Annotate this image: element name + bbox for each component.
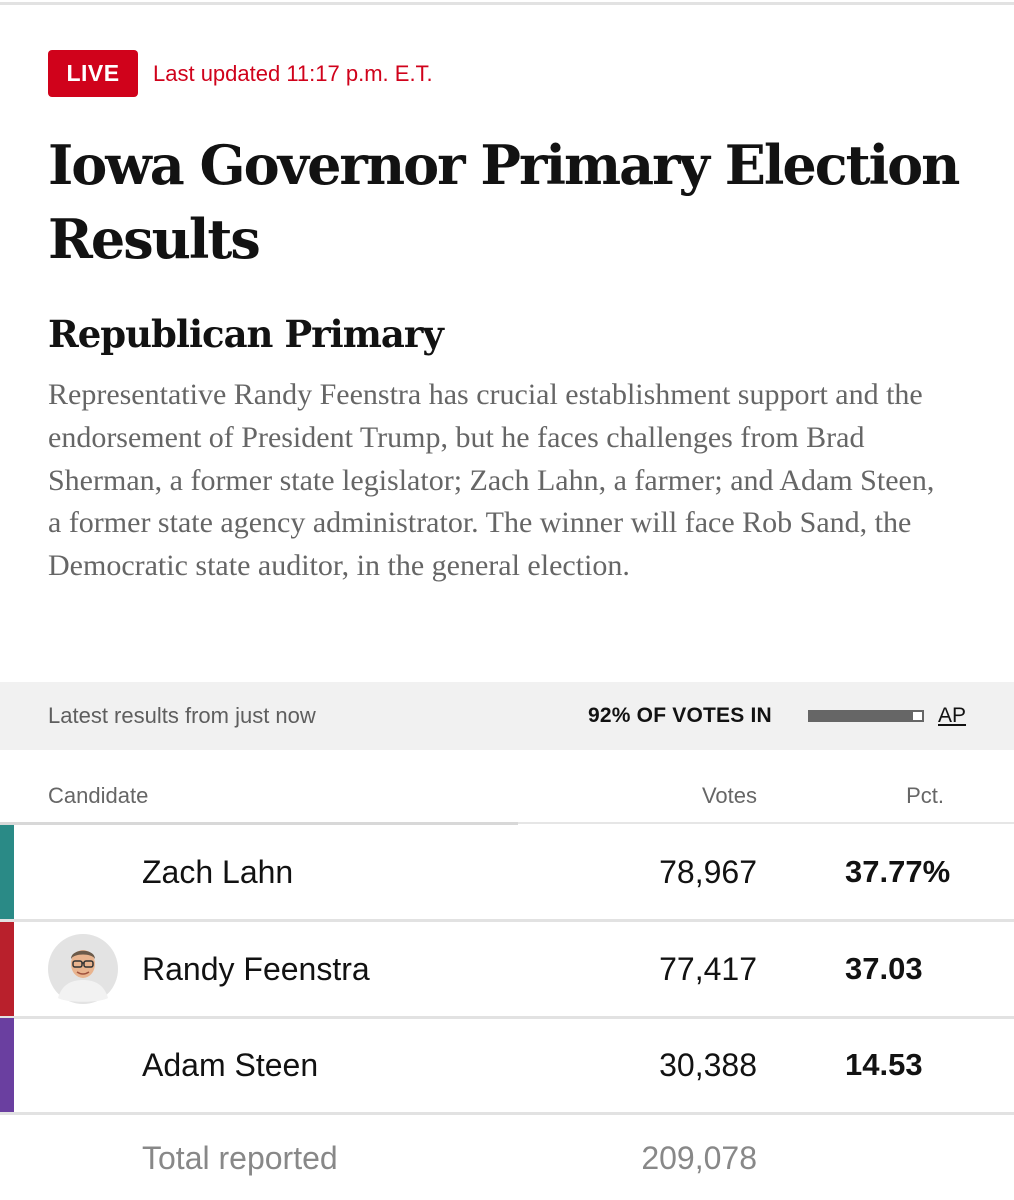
- candidate-pct: 37.77%: [845, 854, 951, 889]
- table-header-divider: [0, 822, 518, 825]
- table-row: Adam Steen 30,388 14.53: [0, 1018, 1014, 1115]
- source-link[interactable]: AP: [938, 704, 967, 727]
- row-divider: [0, 919, 1014, 922]
- total-reported-votes: 209,078: [641, 1140, 757, 1176]
- candidate-votes: 78,967: [659, 854, 757, 890]
- table-row: Zach Lahn 78,967 37.77%: [0, 825, 1014, 922]
- table-row: Randy Feenstra 77,417 37.03: [0, 922, 1014, 1019]
- votes-in-progress-bar: [808, 710, 924, 722]
- candidate-votes: 30,388: [659, 1047, 757, 1083]
- candidate-avatar: [48, 934, 118, 1004]
- party-color-bar: [0, 922, 14, 1016]
- column-header-candidate[interactable]: Candidate: [48, 783, 149, 808]
- row-divider: [0, 1016, 1014, 1019]
- candidate-name: Zach Lahn: [142, 854, 294, 890]
- candidate-votes: 77,417: [659, 951, 757, 987]
- total-reported-label: Total reported: [142, 1140, 338, 1176]
- candidate-name: Adam Steen: [142, 1047, 319, 1083]
- top-divider: [0, 2, 1014, 5]
- column-header-votes[interactable]: Votes: [701, 783, 757, 808]
- candidate-pct: 37.03: [845, 951, 923, 986]
- live-header: LIVE Last updated 11:17 p.m. E.T.: [48, 50, 433, 97]
- live-badge: LIVE: [48, 50, 138, 97]
- last-updated-timestamp: Last updated 11:17 p.m. E.T.: [153, 60, 433, 86]
- votes-in-label: 92% OF VOTES IN: [588, 704, 772, 727]
- latest-results-text: Latest results from just now: [48, 703, 316, 728]
- results-status-bar: Latest results from just now 92% OF VOTE…: [0, 682, 1014, 750]
- table-header-divider-right: [518, 822, 1014, 824]
- party-color-bar: [0, 1018, 14, 1112]
- page-title: Iowa Governor Primary Election Results: [48, 133, 960, 271]
- candidate-pct: 14.53: [845, 1047, 923, 1082]
- party-color-bar: [0, 825, 14, 919]
- row-divider: [0, 1112, 1014, 1115]
- section-title: Republican Primary: [48, 312, 444, 356]
- race-summary: Representative Randy Feenstra has crucia…: [48, 378, 935, 583]
- candidate-name: Randy Feenstra: [142, 951, 370, 987]
- column-header-pct[interactable]: Pct.: [906, 783, 944, 808]
- votes-in-progress-fill: [810, 712, 914, 720]
